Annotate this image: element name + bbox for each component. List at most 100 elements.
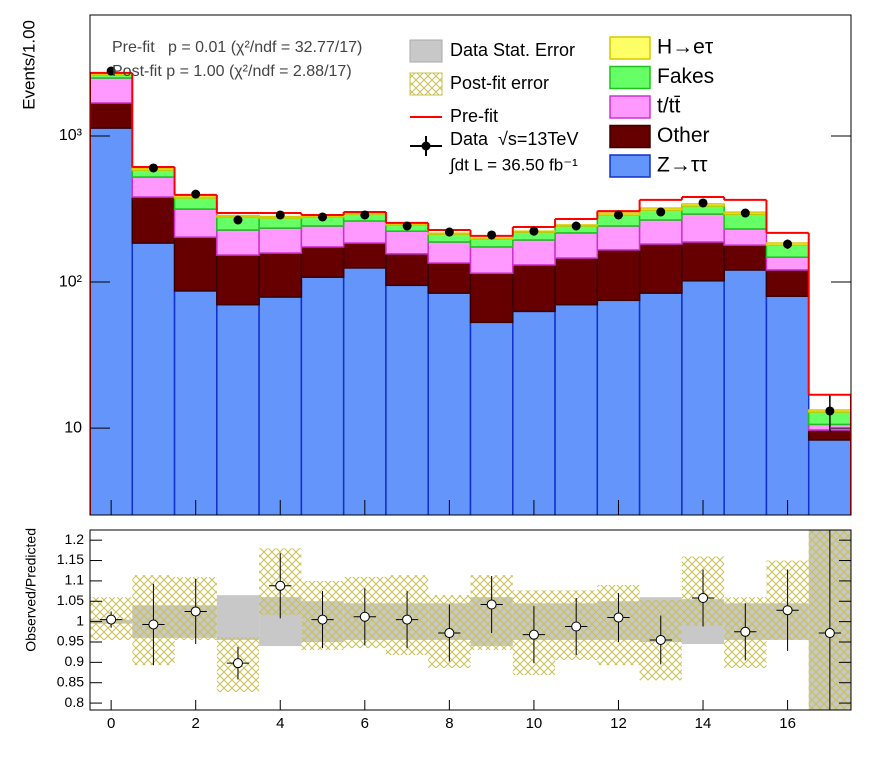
data-point — [402, 221, 412, 231]
data-point — [656, 207, 666, 217]
legend-swatch — [609, 95, 651, 119]
y-tick-label: 10² — [59, 273, 83, 290]
stack-bar — [342, 242, 387, 269]
stack-bar — [512, 310, 556, 515]
ratio-point — [698, 593, 709, 604]
legend-data-swatch — [421, 141, 431, 151]
stack-bar — [258, 252, 303, 298]
y-axis-title: Observed/Predicted — [23, 528, 39, 652]
ratio-point — [613, 612, 624, 623]
stack-bar — [131, 242, 176, 515]
stack-bar — [90, 127, 134, 515]
stack-bar — [554, 303, 599, 515]
stack-bar — [596, 249, 641, 302]
stack-bar — [300, 246, 345, 278]
y-tick-label: 1.05 — [57, 592, 84, 608]
x-tick-label: 4 — [276, 715, 284, 732]
stack-bar — [765, 256, 810, 271]
stack-bar — [723, 244, 768, 271]
stack-bar — [173, 197, 218, 210]
legend-label: Pre-fit — [450, 106, 498, 126]
ratio-point — [655, 634, 666, 645]
ratio-point — [190, 606, 201, 617]
ratio-panel — [90, 530, 851, 710]
stack-bar — [596, 299, 641, 515]
stack-bar — [469, 272, 514, 324]
data-point — [740, 208, 750, 218]
ratio-point — [106, 614, 117, 625]
stack-bar — [385, 284, 429, 515]
legend-swatch — [609, 65, 651, 90]
stack-bar — [216, 254, 260, 306]
ratio-point — [275, 580, 286, 591]
y-axis-title: Events/1.00 — [19, 20, 38, 110]
stack-bar — [300, 225, 345, 248]
stack-bar — [427, 241, 472, 264]
stack-bar — [342, 267, 387, 515]
y-tick-label: 0.9 — [65, 653, 85, 669]
ratio-point — [444, 628, 455, 639]
stack-bar — [512, 239, 556, 266]
ratio-point — [740, 626, 751, 637]
ratio-point — [528, 629, 539, 640]
ratio-point — [232, 658, 243, 669]
stack-bar — [807, 439, 851, 515]
legend-label: H→eτ — [657, 36, 714, 59]
stack-bar — [131, 196, 176, 244]
x-tick-label: 0 — [107, 715, 115, 732]
data-point — [318, 212, 328, 222]
legend-label: t/tt̄ — [657, 95, 681, 118]
stack-bar — [807, 429, 851, 441]
data-point — [360, 210, 370, 220]
stack-bar — [427, 262, 472, 294]
x-tick-label: 14 — [695, 715, 712, 732]
y-tick-label: 1 — [76, 612, 84, 628]
stack-bar — [300, 276, 345, 515]
data-point — [613, 210, 623, 220]
legend-swatch — [609, 124, 651, 149]
stack-bar — [427, 292, 472, 515]
postfit-pvalue: Post-fit p = 1.00 (χ²/ndf = 2.88/17) — [112, 63, 352, 80]
y-tick-label: 0.95 — [57, 633, 84, 649]
stack-bar — [554, 257, 599, 306]
x-tick-label: 6 — [361, 715, 369, 732]
stack-bar — [638, 243, 683, 294]
legend-label: Post-fit error — [450, 73, 549, 93]
x-tick-label: 8 — [445, 715, 453, 732]
data-point — [444, 227, 454, 237]
stack-bar — [638, 292, 683, 515]
stack-bar — [342, 220, 387, 244]
stack-bar — [469, 321, 514, 515]
stack-bar — [90, 102, 134, 129]
stack-bar — [554, 232, 599, 259]
data-point — [529, 226, 539, 236]
stack-bar — [385, 230, 429, 255]
legend-label: Fakes — [657, 65, 714, 88]
stack-bar — [681, 241, 725, 282]
y-tick-label: 0.85 — [57, 673, 84, 689]
y-tick-label: 1.15 — [57, 551, 84, 567]
data-point — [106, 66, 116, 76]
data-point — [233, 215, 243, 225]
stack-bar — [469, 246, 514, 274]
ratio-point — [824, 628, 835, 639]
ratio-point — [402, 614, 413, 625]
stack-bar — [258, 227, 303, 254]
legend-stat-swatch — [409, 39, 443, 63]
y-tick-label: 10³ — [59, 127, 83, 144]
stack-bar — [216, 303, 260, 515]
top-panel — [90, 66, 851, 515]
stack-bar — [638, 219, 683, 245]
legend-swatch — [609, 154, 651, 178]
ratio-point — [782, 605, 793, 616]
legend-label: Data Stat. Error — [450, 40, 575, 60]
stack-bar — [512, 264, 556, 313]
data-point — [487, 230, 497, 240]
y-tick-label: 1.2 — [65, 531, 85, 547]
stack-bar — [90, 77, 134, 104]
stack-bar — [723, 269, 768, 515]
y-tick-label: 1.1 — [65, 572, 85, 588]
